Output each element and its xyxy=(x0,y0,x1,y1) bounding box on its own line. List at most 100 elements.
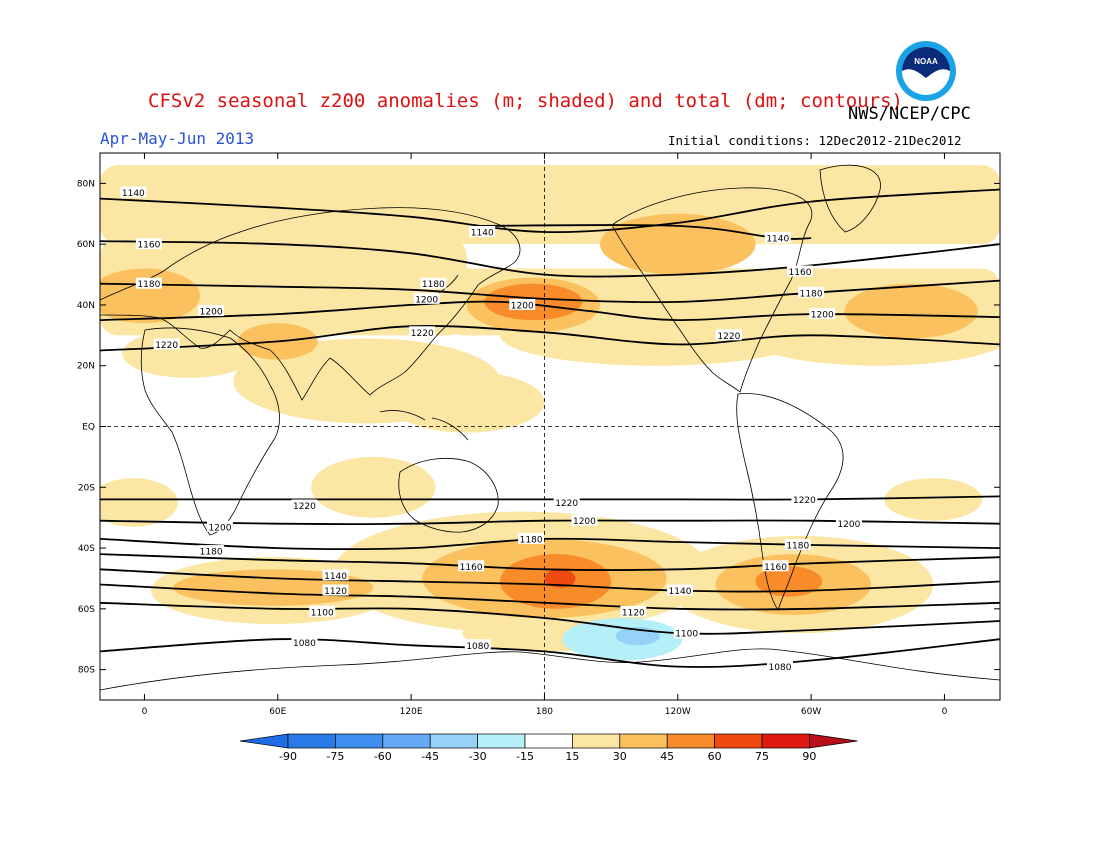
colorbar-label: 30 xyxy=(613,750,627,763)
contour-label: 1180 xyxy=(786,542,809,552)
lat-tick-label: 20N xyxy=(77,362,95,372)
lon-tick-label: 180 xyxy=(536,707,553,717)
lon-tick-label: 0 xyxy=(942,707,948,717)
anomaly-pos15-region xyxy=(100,165,1000,245)
contour-label-bg xyxy=(135,238,162,250)
contour-label: 1200 xyxy=(811,311,834,321)
contour-label: 1160 xyxy=(764,563,787,573)
lon-tick-label: 60E xyxy=(269,707,286,717)
contour-label-bg xyxy=(291,499,318,511)
colorbar-bin xyxy=(572,733,621,749)
coastline-africa xyxy=(140,327,280,536)
contour-label-bg xyxy=(518,532,545,544)
contour-label-bg xyxy=(715,329,742,341)
contour-label-bg xyxy=(464,639,491,651)
chart-title: CFSv2 seasonal z200 anomalies (m; shaded… xyxy=(148,90,903,112)
contour-1140 xyxy=(100,568,1000,593)
contour-label-bg xyxy=(153,338,180,350)
anomaly-pos15-region xyxy=(311,456,436,518)
lat-tick-label: 60S xyxy=(78,605,95,615)
contour-label: 1180 xyxy=(137,280,160,290)
contour-label-bg xyxy=(413,292,440,304)
contour-label-bg xyxy=(458,560,485,572)
colorbar-bin xyxy=(429,733,478,749)
anomaly-pos30-region xyxy=(100,268,200,324)
contour-label-bg xyxy=(835,517,862,529)
colorbar-label: -30 xyxy=(469,750,487,763)
contour-label-bg xyxy=(291,636,318,648)
contour-label: 1180 xyxy=(422,280,445,290)
colorbar-bin xyxy=(761,733,810,749)
contour-label: 1200 xyxy=(511,301,534,311)
contour-label: 1160 xyxy=(789,268,812,278)
colorbar-arrow-right xyxy=(809,733,858,749)
contour-1140 xyxy=(477,224,812,240)
colorbar: -90 -75 -60 -45 -30 -15 15 30 45 60 75 90 xyxy=(239,733,858,763)
coastline-greenland xyxy=(819,164,881,233)
colorbar-label: 15 xyxy=(565,750,579,763)
contour-label: 1100 xyxy=(675,630,698,640)
contour-label: 1160 xyxy=(460,563,483,573)
contour-label-bg xyxy=(764,232,791,244)
colorbar-label: -90 xyxy=(279,750,297,763)
contour-label-bg xyxy=(420,277,447,289)
contour-label-bg xyxy=(791,493,818,505)
contour-label-bg xyxy=(787,265,813,277)
coastline-eurasia xyxy=(100,207,521,401)
colorbar-arrow-left xyxy=(239,733,289,749)
contour-label-bg xyxy=(509,298,536,310)
contour-label: 1220 xyxy=(155,341,178,351)
season-label: Apr-May-Jun 2013 xyxy=(100,129,255,148)
continent-outlines xyxy=(100,164,1000,691)
contour-label-bg xyxy=(673,627,700,639)
coastline-north-america xyxy=(611,187,813,393)
contour-label: 1080 xyxy=(293,639,316,649)
noaa-logo-icon: NOAA xyxy=(896,41,956,101)
contour-label: 1140 xyxy=(669,587,692,597)
contour-label-bg xyxy=(322,584,349,596)
contour-label-bg xyxy=(207,520,233,532)
contour-label: 1140 xyxy=(766,235,789,245)
lat-tick-label: 80N xyxy=(77,179,95,189)
contour-label-bg xyxy=(553,496,580,508)
lon-tick-label: 120W xyxy=(665,707,691,717)
colorbar-label: 45 xyxy=(660,750,674,763)
contour-label-bg xyxy=(322,569,349,581)
agency-label: NWS/NCEP/CPC xyxy=(848,104,971,124)
contour-label: 1140 xyxy=(122,189,145,199)
contour-label-bg xyxy=(767,660,793,672)
contour-label: 1160 xyxy=(137,241,160,251)
height-contours-layer: 1140 1140 1140 1160 1160 1180 1180 1180 1200 1200… xyxy=(100,186,1000,673)
lat-tick-label: 40N xyxy=(77,301,95,311)
anomaly-shading-layer xyxy=(100,165,1000,661)
contour-1220 xyxy=(100,325,1000,352)
contour-label: 1200 xyxy=(209,523,232,533)
lat-tick-label: 60N xyxy=(77,240,95,250)
lon-tick-label: 0 xyxy=(142,707,148,717)
lon-tick-label: 120E xyxy=(400,707,423,717)
contour-label-bg xyxy=(762,560,789,572)
lat-tick-label: 80S xyxy=(78,666,95,676)
contour-label-bg xyxy=(198,305,225,317)
anomaly-pos15-region xyxy=(122,329,256,378)
lat-tick-label: 20S xyxy=(78,483,95,493)
contour-label: 1220 xyxy=(411,329,434,339)
colorbar-bin xyxy=(619,733,668,749)
lon-tick-label: 60W xyxy=(801,707,821,717)
contour-label-bg xyxy=(809,308,836,320)
contour-label: 1220 xyxy=(793,496,816,506)
contour-label: 1120 xyxy=(324,587,347,597)
colorbar-label: -75 xyxy=(326,750,344,763)
contour-label-bg xyxy=(667,584,693,596)
colorbar-label: -60 xyxy=(374,750,392,763)
contour-label: 1180 xyxy=(200,548,223,558)
reference-lines xyxy=(100,153,1000,700)
anomaly-pos15-region xyxy=(388,371,545,433)
coastline-south-america xyxy=(736,393,844,611)
contour-label-bg xyxy=(198,545,225,557)
contour-label-bg xyxy=(784,539,811,551)
contour-label-bg xyxy=(120,186,147,198)
colorbar-label: -15 xyxy=(516,750,534,763)
contour-label: 1220 xyxy=(555,499,578,509)
